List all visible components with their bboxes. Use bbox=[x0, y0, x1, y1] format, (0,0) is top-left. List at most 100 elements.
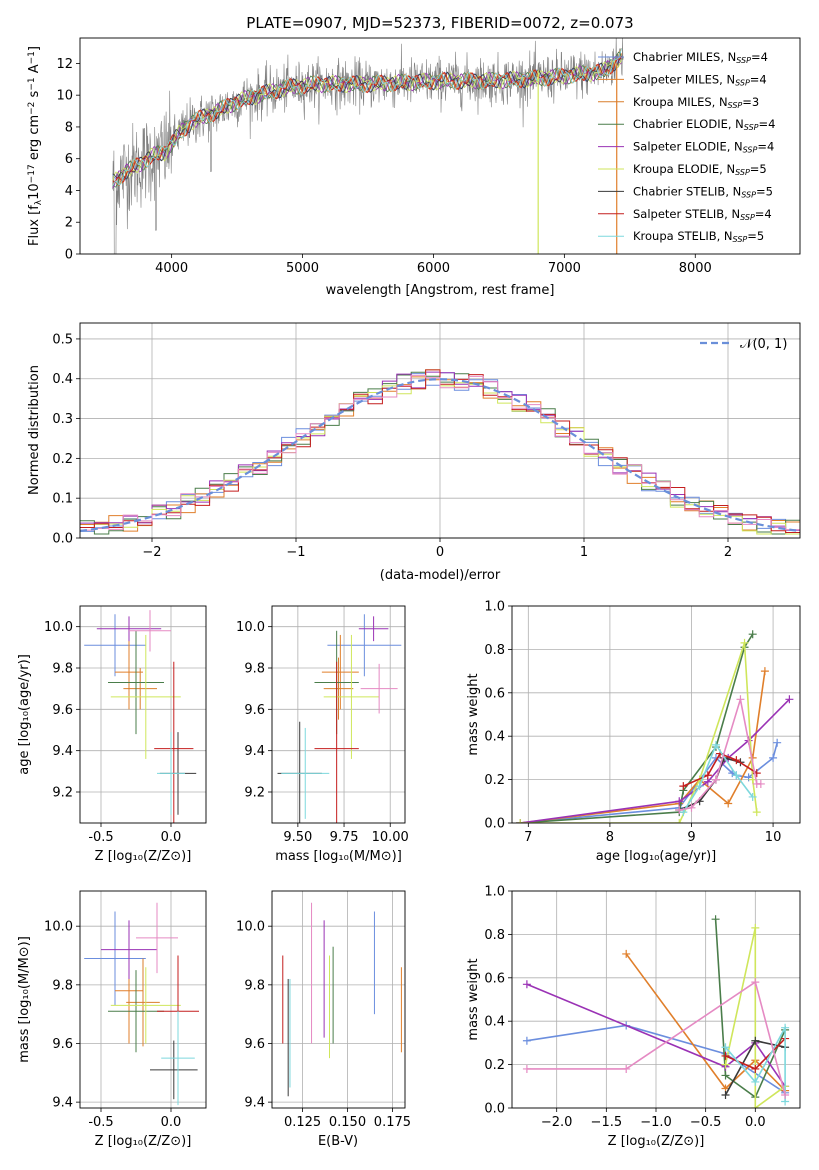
weight-marker bbox=[781, 1023, 790, 1032]
weight-marker bbox=[687, 803, 696, 812]
weight-line-se bbox=[520, 698, 790, 823]
x-tick-label: 0.0 bbox=[161, 1115, 182, 1130]
weight-marker bbox=[721, 1051, 730, 1060]
y-tick-label: 1.0 bbox=[484, 600, 505, 615]
y-tick-label: 9.2 bbox=[52, 786, 73, 801]
x-tick-label: 5000 bbox=[286, 261, 319, 276]
y-tick-label: 10.0 bbox=[44, 620, 73, 635]
x-tick-label: 7000 bbox=[548, 261, 581, 276]
x-tick-label: 10.00 bbox=[372, 830, 409, 845]
legend-entry: Chabrier MILES, NSSP=4 bbox=[598, 50, 768, 65]
weight-marker bbox=[721, 1090, 730, 1099]
legend-label: Salpeter STELIB, NSSP=4 bbox=[633, 207, 772, 222]
y-tick-label: 0.6 bbox=[484, 971, 505, 986]
histogram-step-pink bbox=[80, 374, 800, 531]
legend-entry: Salpeter ELODIE, NSSP=4 bbox=[598, 140, 774, 155]
weight-marker bbox=[675, 805, 684, 814]
weight-line-pink bbox=[526, 980, 786, 1096]
weight-line-se bbox=[526, 983, 786, 1087]
x-tick-label: −1 bbox=[286, 545, 305, 560]
plot-area bbox=[522, 915, 790, 1108]
weight-marker bbox=[522, 1064, 531, 1073]
y-tick-label: 10 bbox=[56, 89, 73, 104]
weight-line-ke bbox=[520, 642, 758, 823]
y-tick-label: 0.2 bbox=[52, 452, 73, 467]
y-tick-label: 9.6 bbox=[52, 703, 73, 718]
z-weight-panel-x-label: Z [log₁₀(Z/Z⊙)] bbox=[608, 1134, 705, 1149]
weight-marker bbox=[751, 1077, 760, 1086]
z-weight-panel-y-label: mass weight bbox=[466, 958, 481, 1040]
legend-entry: Salpeter MILES, NSSP=4 bbox=[598, 72, 767, 87]
y-tick-label: 0.2 bbox=[484, 1058, 505, 1073]
y-tick-label: 9.6 bbox=[52, 1037, 73, 1052]
legend-entry: Salpeter STELIB, NSSP=4 bbox=[598, 207, 772, 222]
legend-label: Chabrier STELIB, NSSP=5 bbox=[633, 184, 773, 199]
histogram-panel: −2 −1 0 1 2 0.0 0.1 0.2 0.3 0.4 0.5 bbox=[52, 322, 801, 560]
x-tick-label: −2 bbox=[142, 545, 161, 560]
x-tick-label: 6000 bbox=[417, 261, 450, 276]
histogram-y-label: Normed distribution bbox=[27, 365, 42, 495]
weight-marker bbox=[760, 667, 769, 676]
x-tick-label: −1.5 bbox=[591, 1115, 623, 1130]
ebv-x-label: E(B-V) bbox=[318, 1134, 358, 1149]
plot-area bbox=[277, 614, 402, 823]
weight-marker bbox=[675, 797, 684, 806]
weight-marker bbox=[711, 915, 720, 924]
legend-entry: Kroupa STELIB, NSSP=5 bbox=[598, 229, 764, 244]
weight-marker bbox=[751, 1036, 760, 1045]
x-tick-label: 0.0 bbox=[745, 1115, 766, 1130]
age-weight-panel-x-label: age [log₁₀(age/yr)] bbox=[596, 849, 717, 864]
x-tick-label: 8 bbox=[606, 830, 614, 845]
mass-age-panel-x-label: mass [log₁₀(M/M⊙)] bbox=[275, 849, 402, 864]
histogram-x-label: (data-model)/error bbox=[380, 568, 501, 583]
y-tick-label: 0.5 bbox=[52, 332, 73, 347]
x-tick-label: −2.0 bbox=[541, 1115, 573, 1130]
weight-marker bbox=[740, 638, 749, 647]
y-tick-label: 9.6 bbox=[244, 1037, 265, 1052]
x-tick-label: -0.5 bbox=[88, 830, 113, 845]
plot-area bbox=[84, 610, 197, 823]
y-tick-label: 6 bbox=[65, 152, 73, 167]
spectrum-panel: 4000 5000 6000 7000 8000 0 2 4 6 8 10 12 bbox=[56, 37, 801, 276]
gaussian-legend-label: 𝒩(0, 1) bbox=[740, 337, 787, 352]
axes-frame bbox=[271, 605, 406, 824]
x-tick-label: 2 bbox=[724, 545, 732, 560]
weight-marker bbox=[751, 923, 760, 932]
weight-marker bbox=[751, 978, 760, 987]
legend-entry: Kroupa ELODIE, NSSP=5 bbox=[598, 162, 767, 177]
ebv-panel: 0.125 0.150 0.175 9.4 9.6 9.8 10.0 bbox=[236, 890, 411, 1130]
x-tick-label: 0.150 bbox=[329, 1115, 366, 1130]
legend-label: Salpeter ELODIE, NSSP=4 bbox=[633, 140, 774, 155]
weight-line-ks bbox=[724, 1027, 786, 1102]
y-tick-label: 0.4 bbox=[52, 372, 73, 387]
legend-entry: Kroupa MILES, NSSP=3 bbox=[598, 95, 759, 110]
weight-marker bbox=[711, 775, 720, 784]
weight-marker bbox=[679, 782, 688, 791]
y-tick-label: 9.4 bbox=[52, 1096, 73, 1111]
model-line-kms bbox=[112, 48, 623, 187]
x-tick-label: 4000 bbox=[155, 261, 188, 276]
model-line-cs bbox=[112, 58, 622, 180]
weight-marker bbox=[695, 782, 704, 791]
weight-marker bbox=[785, 695, 794, 704]
y-tick-label: 0.2 bbox=[484, 773, 505, 788]
y-tick-label: 9.8 bbox=[52, 662, 73, 677]
weight-marker bbox=[675, 819, 684, 823]
legend-entry: Chabrier ELODIE, NSSP=4 bbox=[598, 117, 775, 132]
z-age-panel-y-label: age [log₁₀(age/yr)] bbox=[17, 654, 32, 775]
figure-title: PLATE=0907, MJD=52373, FIBERID=0072, z=0… bbox=[246, 14, 633, 32]
weight-marker bbox=[736, 695, 745, 704]
y-tick-label: 10.0 bbox=[44, 920, 73, 935]
legend-label: Kroupa ELODIE, NSSP=5 bbox=[633, 162, 767, 177]
weight-marker bbox=[732, 756, 741, 765]
model-line-ks bbox=[112, 48, 623, 186]
y-tick-label: 0.0 bbox=[484, 817, 505, 832]
plot-area bbox=[516, 630, 794, 823]
y-tick-label: 4 bbox=[65, 184, 73, 199]
x-tick-label: 0.175 bbox=[374, 1115, 411, 1130]
axes-frame bbox=[271, 890, 406, 1109]
weight-marker bbox=[756, 779, 765, 788]
x-tick-label: −1.0 bbox=[640, 1115, 672, 1130]
weight-marker bbox=[781, 1090, 790, 1099]
weight-marker bbox=[769, 753, 778, 762]
